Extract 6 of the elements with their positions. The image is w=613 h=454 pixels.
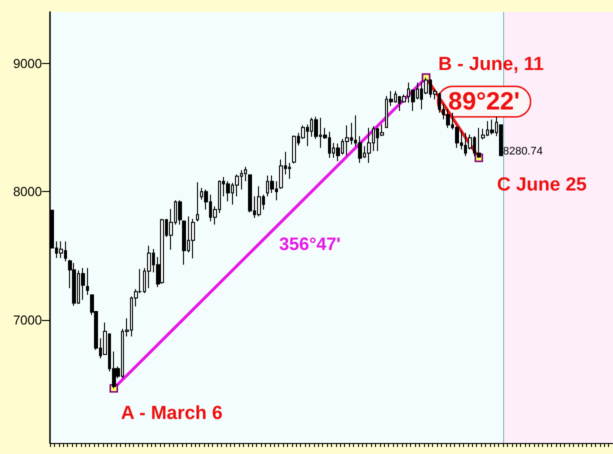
y-tick-label: 9000 (13, 56, 42, 71)
annotation: 89°22' (448, 88, 520, 116)
y-tick-label: 8000 (13, 184, 42, 200)
annotation: A - March 6 (120, 402, 223, 424)
annotation: 356°47' (279, 234, 341, 254)
y-tick-label: 7000 (13, 312, 42, 328)
